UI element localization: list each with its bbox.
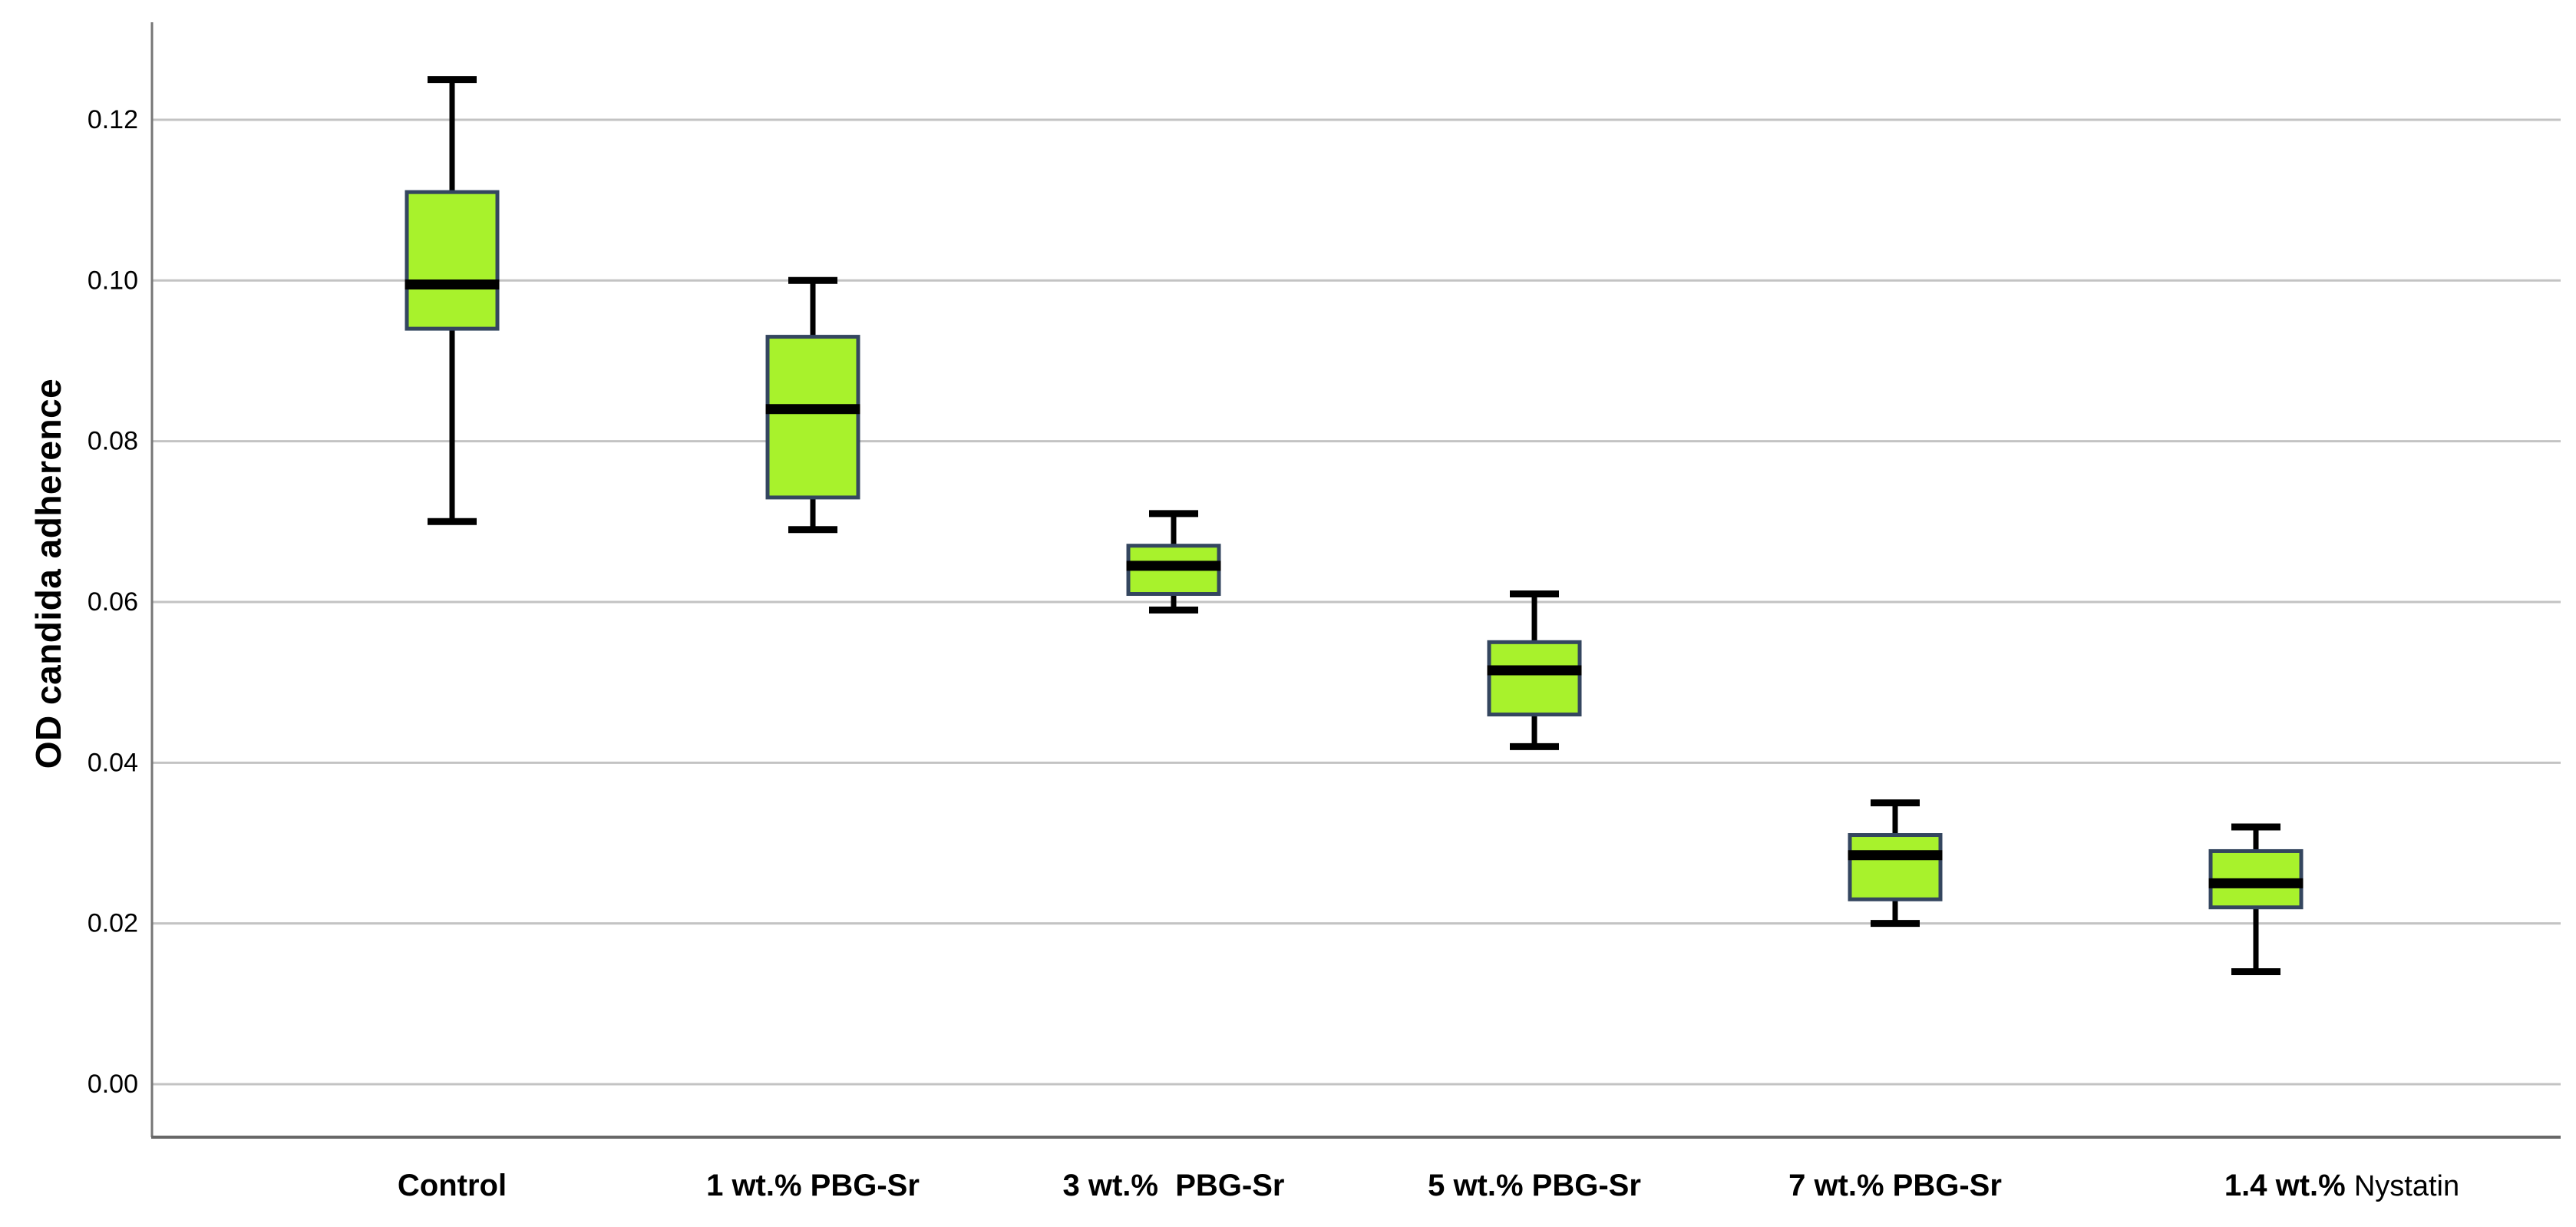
y-tick-label: 0.02 — [88, 909, 138, 938]
x-category-label: 3 wt.% PBG-Sr — [1063, 1169, 1285, 1202]
x-category-label-part: 1.4 wt.% — [2224, 1169, 2354, 1202]
y-tick-label: 0.12 — [88, 105, 138, 134]
x-category-label-part: 1 wt.% PBG-Sr — [706, 1169, 920, 1202]
x-category-label: 5 wt.% PBG-Sr — [1428, 1169, 1641, 1202]
x-category-label-part: Control — [398, 1169, 507, 1202]
x-category-label: 7 wt.% PBG-Sr — [1788, 1169, 2002, 1202]
x-category-label: Control — [398, 1169, 507, 1202]
x-category-label: 1.4 wt.% Nystatin — [2224, 1169, 2459, 1202]
y-tick-label: 0.10 — [88, 266, 138, 295]
y-tick-label: 0.06 — [88, 587, 138, 617]
y-tick-label: 0.08 — [88, 427, 138, 456]
y-tick-label: 0.04 — [88, 748, 138, 777]
x-category-label-part: Nystatin — [2354, 1170, 2459, 1202]
x-category-label-part: 3 wt.% PBG-Sr — [1063, 1169, 1285, 1202]
y-tick-label: 0.00 — [88, 1070, 138, 1099]
x-category-label: 1 wt.% PBG-Sr — [706, 1169, 920, 1202]
x-category-label-part: 5 wt.% PBG-Sr — [1428, 1169, 1641, 1202]
iqr-box — [1487, 640, 1582, 717]
iqr-box — [405, 190, 500, 331]
iqr-box — [1848, 833, 1943, 901]
iqr-box — [765, 335, 860, 500]
x-category-label-part: 7 wt.% PBG-Sr — [1788, 1169, 2002, 1202]
